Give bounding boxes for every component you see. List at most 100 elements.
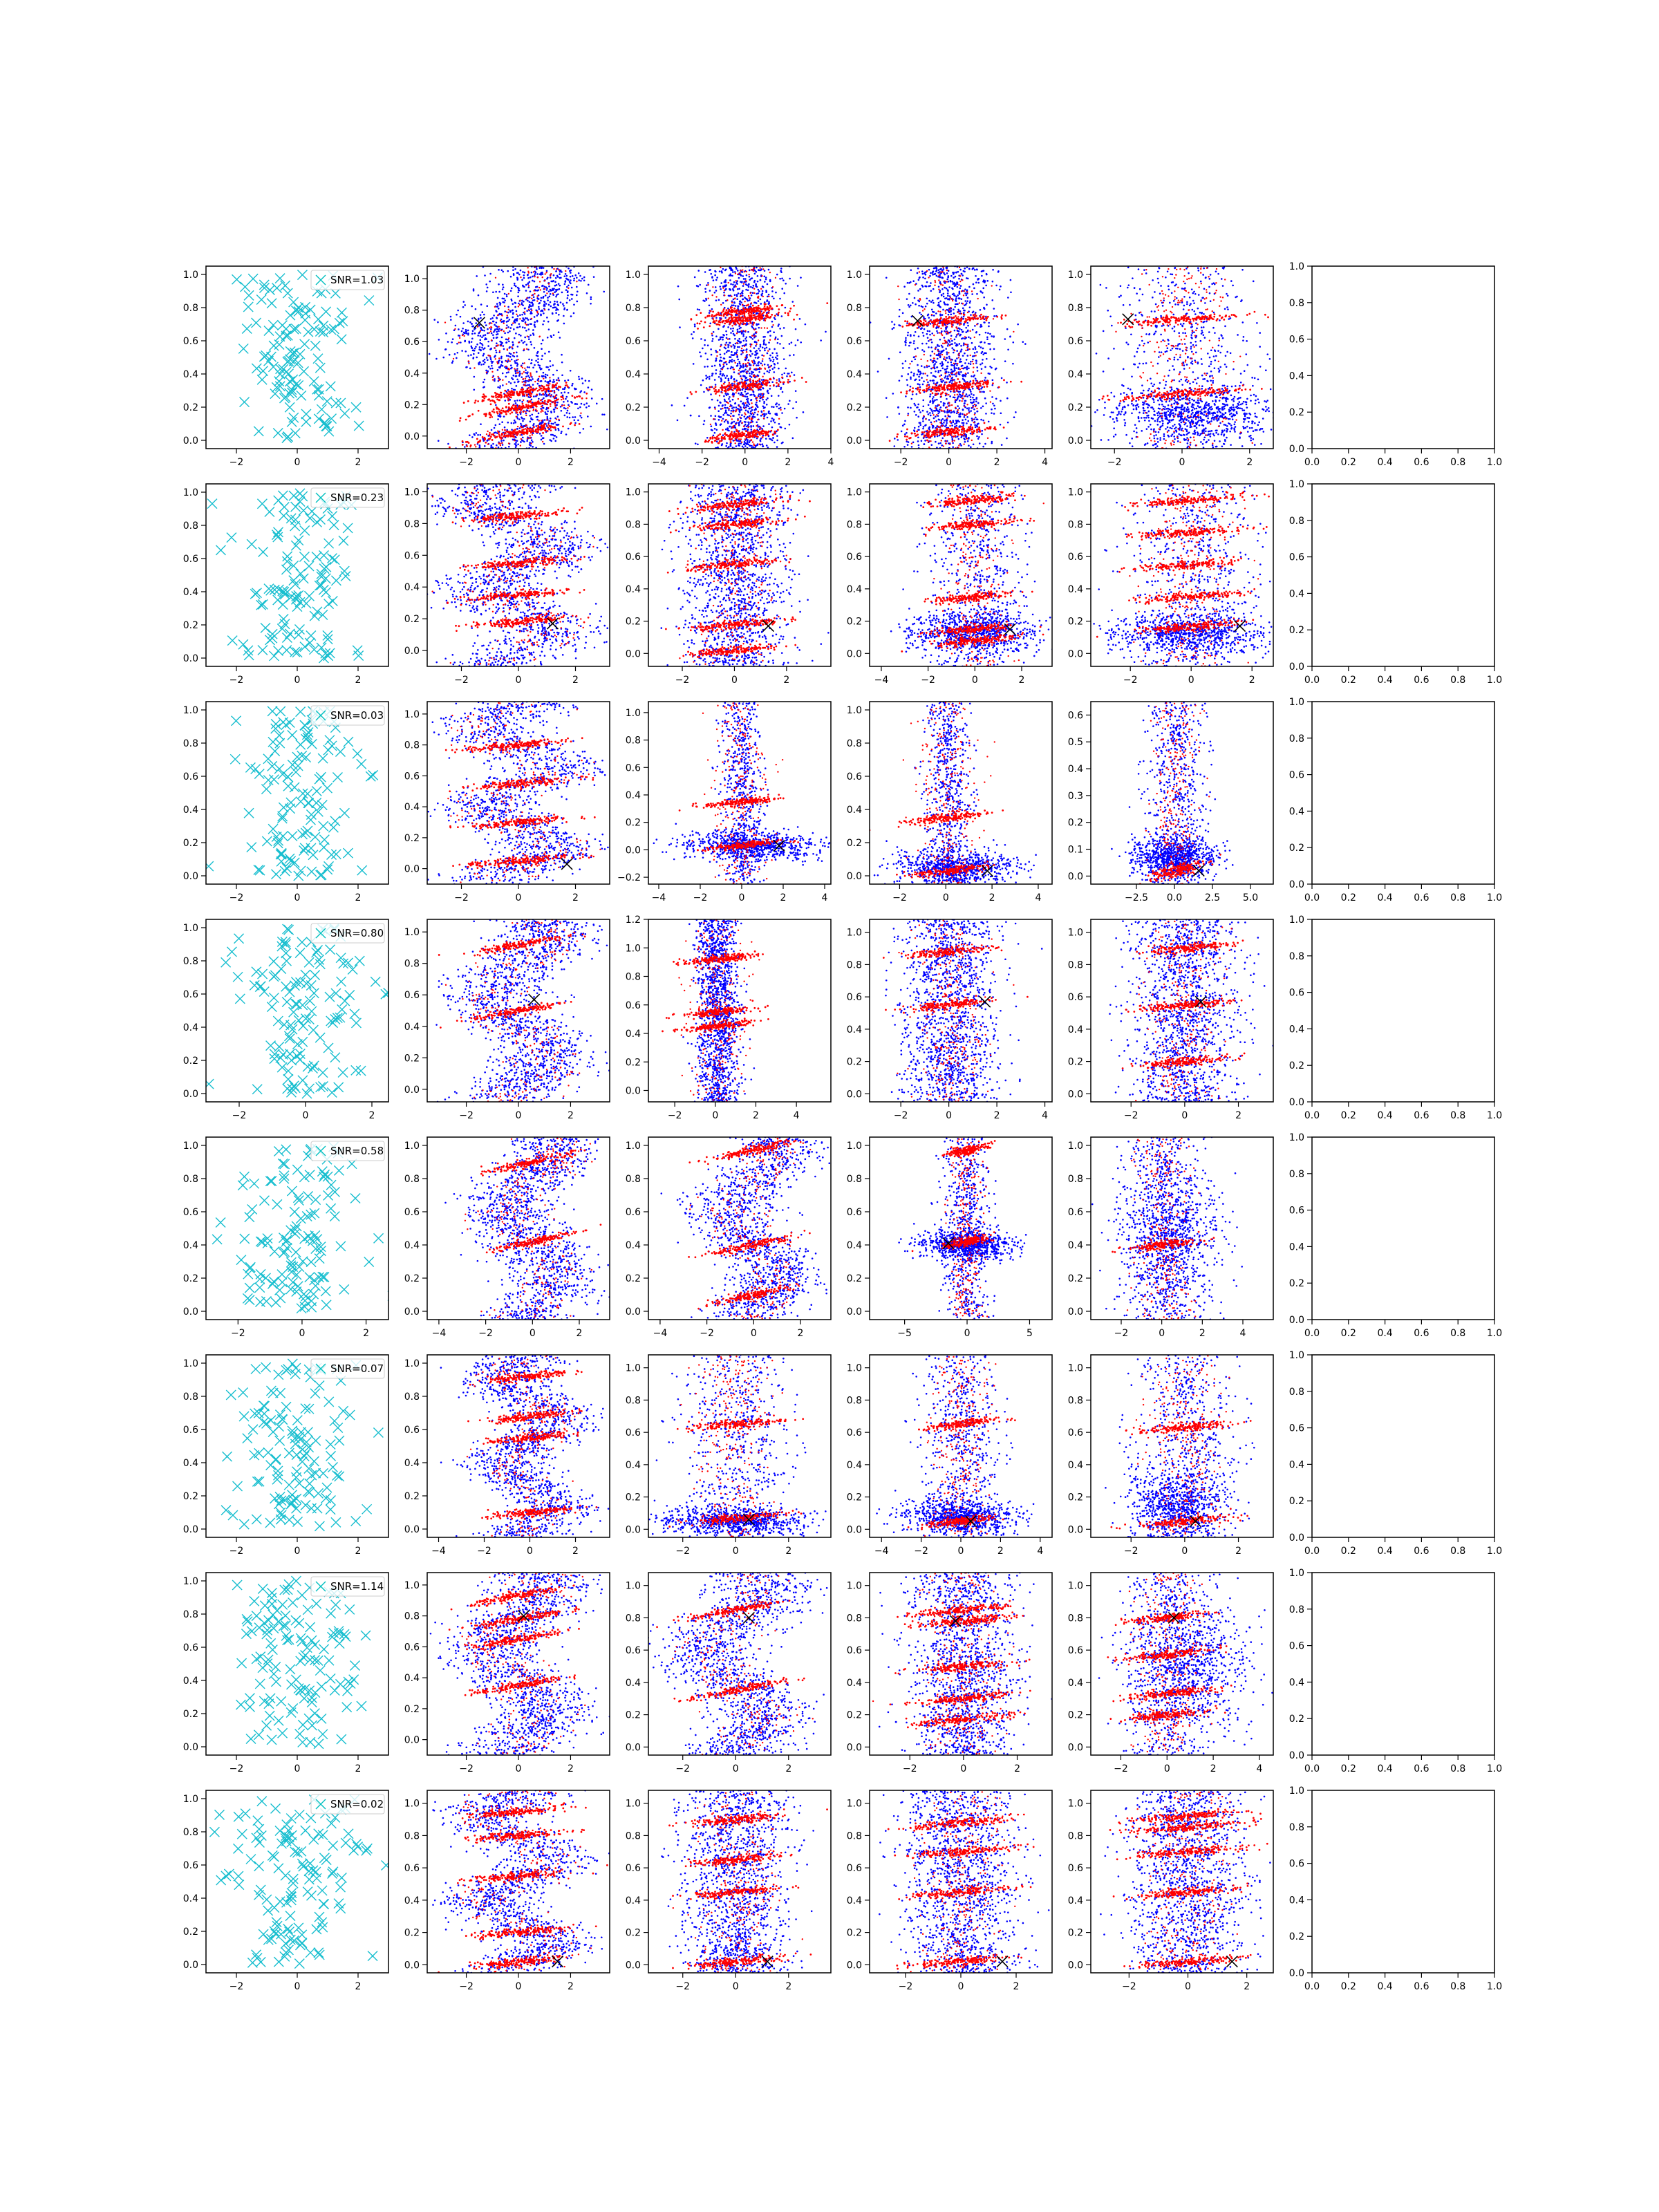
red-point [482,399,484,401]
red-point [496,398,498,400]
blue-point [546,381,548,383]
blue-point [732,330,734,332]
blue-point [556,402,559,404]
blue-point [498,269,500,271]
red-point [500,330,502,331]
blue-point [753,409,756,411]
red-point [725,419,727,420]
blue-point [731,407,733,409]
blue-point [741,414,743,416]
blue-point [702,379,704,382]
blue-point [980,346,982,348]
blue-point [961,298,963,300]
blue-point [543,372,545,374]
red-point [574,396,575,397]
blue-point [966,300,968,302]
red-point [751,389,753,391]
red-point [789,310,791,312]
blue-point [541,297,543,299]
blue-point [973,348,975,350]
blue-point [528,359,530,361]
blue-point [970,447,972,449]
red-point [489,323,490,324]
blue-point [740,353,742,355]
blue-point [581,278,583,280]
blue-point [536,315,538,317]
blue-point [930,393,932,395]
blue-point [684,405,686,407]
blue-point [471,346,473,348]
blue-point [576,286,578,288]
blue-point [547,297,549,299]
blue-point [619,279,621,281]
red-point [740,314,741,315]
blue-point [471,338,474,340]
blue-point [557,319,559,321]
blue-point [733,302,735,304]
blue-point [548,369,550,371]
red-point [731,302,733,303]
red-point [511,411,513,413]
red-point [538,388,541,391]
blue-point [775,337,777,339]
blue-point [741,332,743,335]
blue-point [561,374,563,376]
blue-point [550,276,552,279]
blue-point [508,341,510,343]
blue-point [758,393,760,395]
blue-point [546,413,548,415]
blue-point [744,338,747,340]
blue-point [774,348,776,350]
blue-point [514,369,516,371]
blue-point [698,415,700,418]
blue-point [982,420,984,422]
blue-point [737,365,739,367]
blue-point [524,308,526,310]
red-point [527,390,528,391]
blue-point [498,328,500,330]
blue-point [972,329,974,331]
red-point [468,360,469,362]
blue-point [578,272,580,274]
blue-point [560,277,562,279]
blue-point [551,423,553,425]
red-point [717,314,719,316]
red-point [504,434,506,436]
blue-point [536,355,538,357]
red-point [523,348,525,350]
red-point [730,345,731,346]
blue-point [962,274,964,276]
blue-point [745,289,747,291]
blue-point [738,393,740,395]
red-point [742,422,743,424]
blue-point [468,341,470,343]
blue-point [726,334,728,336]
red-point [762,376,763,377]
blue-point [746,348,748,350]
blue-point [784,408,786,410]
blue-point [542,324,544,326]
blue-point [486,357,488,359]
red-point [733,433,735,435]
blue-point [507,389,509,391]
blue-point [527,319,529,321]
blue-point [719,270,721,272]
blue-point [731,354,733,356]
blue-point [465,332,467,335]
blue-point [516,272,518,274]
red-point [768,296,769,297]
blue-point [763,401,765,403]
red-point [459,420,461,422]
blue-point [553,435,555,437]
blue-point [722,268,724,270]
red-point [763,418,765,419]
blue-point [532,384,534,386]
red-point [519,300,521,301]
blue-point [515,302,517,304]
blue-point [482,364,485,366]
red-point [743,426,744,427]
red-point [707,298,709,299]
red-point [503,410,505,412]
x-marker [337,308,346,317]
red-point [475,400,477,402]
